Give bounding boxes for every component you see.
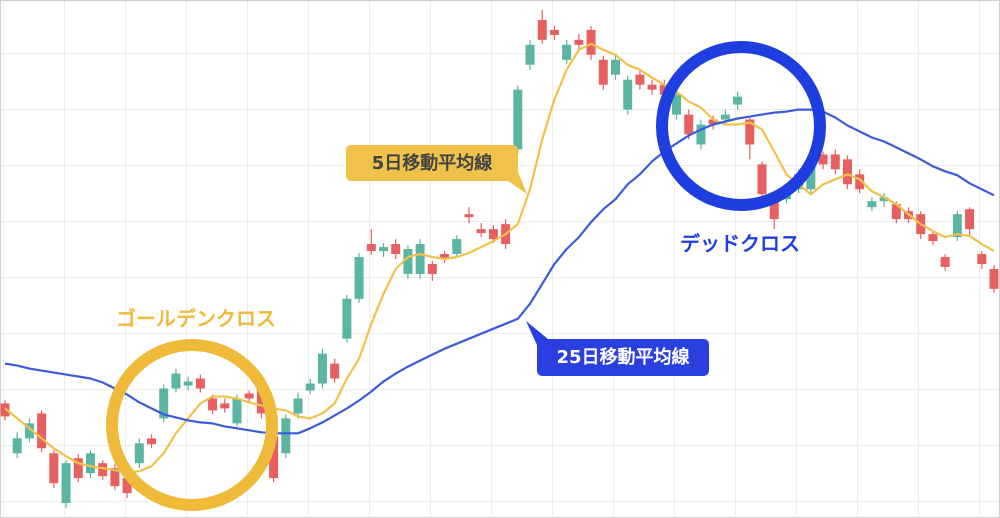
candle-body xyxy=(733,96,743,105)
candle-body xyxy=(965,209,975,230)
callout-box xyxy=(346,145,527,194)
candle-body xyxy=(0,403,10,417)
candle-body xyxy=(85,453,95,474)
candle-body xyxy=(708,119,718,125)
golden-cross-circle xyxy=(106,339,278,511)
candle-body xyxy=(330,363,340,379)
candle-body xyxy=(427,263,437,274)
candle-body xyxy=(122,478,132,494)
candle-body xyxy=(598,59,608,85)
candle-body xyxy=(403,249,413,274)
candle-body xyxy=(745,119,755,145)
moving-average-line xyxy=(4,108,995,435)
candle-body xyxy=(989,268,999,289)
candle-body xyxy=(647,84,657,90)
candle-body xyxy=(24,423,34,439)
candle-body xyxy=(940,257,950,267)
candle-body xyxy=(208,398,218,411)
candle-body xyxy=(220,403,230,409)
candle-body xyxy=(366,244,376,252)
candle-body xyxy=(977,254,987,264)
dead-cross-label: デッドクロス xyxy=(680,232,800,256)
candle-body xyxy=(525,44,535,65)
candle-body xyxy=(73,458,83,479)
candle-body xyxy=(574,39,584,45)
candle-body xyxy=(623,79,633,110)
candle-body xyxy=(159,388,169,419)
candle-body xyxy=(354,257,364,299)
candle-body xyxy=(696,124,706,145)
candle-body xyxy=(562,44,572,60)
candle-body xyxy=(806,164,816,190)
candle-body xyxy=(49,453,59,484)
callout-label: 5日移動平均線 xyxy=(372,152,493,174)
candle-body xyxy=(720,114,730,120)
candle-body xyxy=(293,398,303,414)
candle-body xyxy=(317,353,327,384)
candle-body xyxy=(110,468,120,487)
candle-body xyxy=(549,29,559,35)
candle-body xyxy=(269,436,279,479)
candle-body xyxy=(610,59,620,75)
candle-body xyxy=(879,197,889,202)
candle-body xyxy=(672,94,682,115)
candle-body xyxy=(928,234,938,242)
candle-body xyxy=(415,244,425,274)
candle-body xyxy=(12,438,22,454)
callout-box xyxy=(526,321,709,376)
golden-cross-label: ゴールデンクロス xyxy=(116,307,276,331)
candle-body xyxy=(464,214,474,218)
candle-body xyxy=(842,159,852,185)
candle-body xyxy=(305,383,315,391)
candle-body xyxy=(440,254,450,259)
candle-body xyxy=(281,418,291,454)
candle-body xyxy=(488,229,498,240)
candle-body xyxy=(147,438,157,445)
candle-body xyxy=(476,229,486,234)
candle-body xyxy=(342,298,352,339)
candle-body xyxy=(391,244,401,255)
candle-body xyxy=(769,199,779,220)
candle-body xyxy=(183,381,193,386)
plot xyxy=(0,9,999,509)
dead-cross-circle xyxy=(656,41,826,211)
candle-body xyxy=(891,204,901,220)
candle-body xyxy=(537,19,547,40)
candle-body xyxy=(171,373,181,389)
candle-body xyxy=(244,393,254,399)
candle-body xyxy=(232,398,242,424)
candle-body xyxy=(757,164,767,195)
candle-body xyxy=(195,378,205,389)
candle-body xyxy=(855,174,865,190)
candle-body xyxy=(452,239,462,255)
candle-body xyxy=(635,74,645,85)
candle-body xyxy=(513,89,523,150)
candle-body xyxy=(134,443,144,464)
candle-body xyxy=(379,247,389,252)
candle-body xyxy=(37,413,47,449)
callout-label: 25日移動平均線 xyxy=(556,346,689,368)
candle-body xyxy=(952,214,962,238)
candle-body xyxy=(818,154,828,165)
candle-body xyxy=(830,154,840,170)
candle-body xyxy=(98,463,108,477)
candle-body xyxy=(867,201,877,208)
candle-body xyxy=(61,463,71,504)
moving-average-line xyxy=(4,42,995,474)
candle-body xyxy=(684,114,694,135)
candle-body xyxy=(586,29,596,55)
